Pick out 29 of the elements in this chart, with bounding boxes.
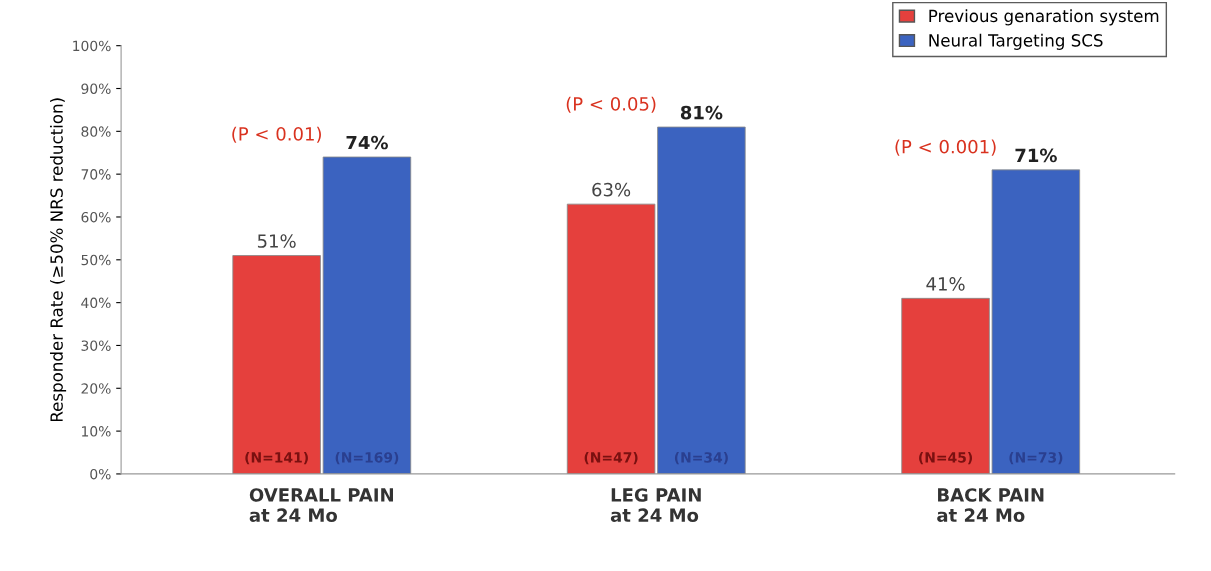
y-tick-label: 10% bbox=[82, 426, 111, 437]
x-tick-label: OVERALL PAIN at 24 Mo bbox=[249, 488, 393, 523]
y-axis-title: Responder Rate (≥50% NRS reduction) bbox=[49, 98, 67, 422]
data-label: 41% bbox=[926, 277, 965, 291]
y-tick-label: 40% bbox=[81, 297, 111, 309]
legend-label: Previous genaration system bbox=[929, 9, 1159, 26]
y-tick-label: 100% bbox=[73, 40, 111, 52]
data-label: 74% bbox=[346, 135, 388, 150]
y-tick-label: 50% bbox=[81, 254, 111, 266]
data-label: 63% bbox=[592, 182, 631, 197]
y-tick-label: 30% bbox=[81, 340, 111, 351]
annotation: (N=47) bbox=[584, 451, 638, 465]
annotation: (N=141) bbox=[245, 451, 308, 465]
data-label: 71% bbox=[1015, 148, 1057, 163]
x-tick-label: BACK PAIN at 24 Mo bbox=[937, 488, 1044, 523]
y-tick-label: 90% bbox=[81, 83, 111, 94]
y-tick-label: 80% bbox=[81, 126, 111, 137]
y-tick-label: 60% bbox=[81, 211, 111, 223]
y-tick-label: 70% bbox=[81, 169, 111, 180]
y-tick-label: 0% bbox=[90, 468, 111, 480]
y-tick-label: 20% bbox=[81, 383, 111, 394]
data-label: 51% bbox=[257, 234, 296, 248]
annotation: (P < 0.001) bbox=[895, 139, 996, 156]
annotation: (P < 0.05) bbox=[566, 96, 656, 113]
legend-label: Neural Targeting SCS bbox=[929, 33, 1103, 50]
data-label: 81% bbox=[680, 105, 723, 120]
annotation: (P < 0.01) bbox=[232, 126, 321, 143]
x-tick-label: LEG PAIN at 24 Mo bbox=[610, 488, 701, 523]
annotation: (N=45) bbox=[919, 451, 973, 465]
